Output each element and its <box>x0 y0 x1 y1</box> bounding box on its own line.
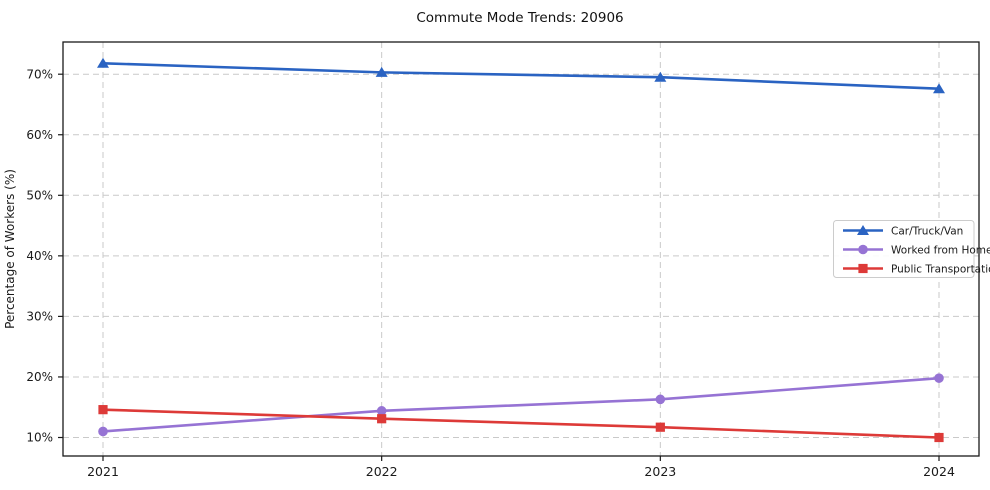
x-tick-label: 2022 <box>366 464 398 479</box>
series-line <box>101 408 941 439</box>
triangle-marker <box>97 57 109 68</box>
y-tick-label: 50% <box>26 189 53 203</box>
legend-item: Car/Truck/Van <box>843 225 963 237</box>
y-tick-label: 60% <box>26 128 53 142</box>
series-car-truck-van <box>97 57 945 94</box>
y-tick-label: 70% <box>26 67 53 81</box>
triangle-marker <box>375 66 388 77</box>
series-line <box>101 376 941 433</box>
series-public-transportation <box>98 405 944 443</box>
legend-label: Public Transportation <box>891 263 990 275</box>
chart-title: Commute Mode Trends: 20906 <box>416 10 623 26</box>
legend-item: Worked from Home <box>843 244 990 256</box>
square-marker <box>934 432 944 443</box>
square-marker <box>655 422 665 432</box>
legend: Car/Truck/Van Worked from Home Public Tran… <box>833 220 990 278</box>
series-line <box>101 62 941 91</box>
triangle-marker <box>933 83 945 94</box>
circle-marker <box>655 394 666 405</box>
circle-marker <box>934 373 944 383</box>
y-axis-label: Percentage of Workers (%) <box>3 169 17 329</box>
square-marker <box>377 414 387 424</box>
y-tick-label: 10% <box>26 431 53 445</box>
triangle-marker <box>654 71 667 82</box>
y-tick-label: 30% <box>26 310 53 324</box>
legend-label: Worked from Home <box>891 244 990 256</box>
axes-spines <box>62 41 980 457</box>
triangle-icon <box>857 225 869 235</box>
x-tick-label: 2024 <box>923 464 955 479</box>
x-tick-label: 2021 <box>87 464 119 479</box>
y-tick-label: 20% <box>26 370 53 384</box>
square-marker <box>98 405 108 415</box>
x-tick-label: 2023 <box>644 464 676 479</box>
circle-icon <box>858 244 868 255</box>
circle-marker <box>376 406 387 416</box>
series-worked-from-home <box>98 373 944 437</box>
legend-label: Car/Truck/Van <box>891 225 963 237</box>
square-icon <box>858 263 868 274</box>
circle-marker <box>98 426 108 437</box>
y-tick-label: 40% <box>26 249 53 263</box>
legend-item: Public Transportation <box>843 263 990 275</box>
plot-area: 10% 20% 30% 40% 50% 60% 70% 2021 2022 2023 2024 Car… <box>26 41 990 479</box>
